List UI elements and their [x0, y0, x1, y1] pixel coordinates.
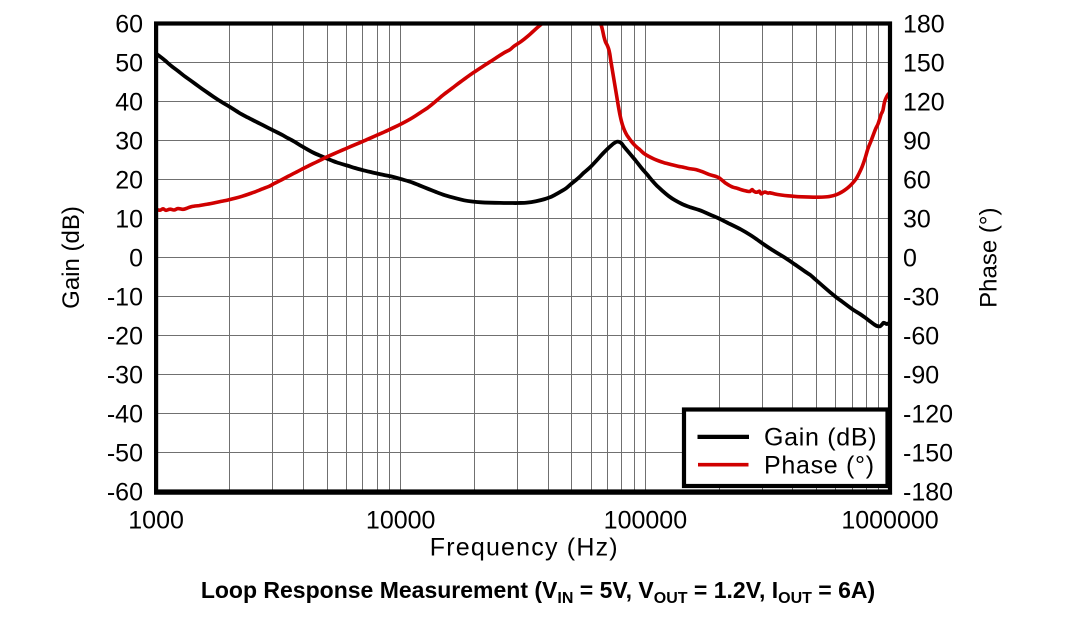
svg-text:Phase (°): Phase (°) [976, 208, 1003, 308]
svg-text:120: 120 [903, 89, 945, 117]
svg-text:Phase (°): Phase (°) [764, 452, 875, 480]
svg-text:-30: -30 [107, 362, 143, 390]
svg-text:Gain (dB): Gain (dB) [764, 424, 877, 452]
svg-text:20: 20 [115, 167, 143, 195]
svg-text:0: 0 [129, 245, 143, 273]
svg-text:0: 0 [903, 245, 917, 273]
svg-text:10: 10 [115, 206, 143, 234]
svg-text:-180: -180 [903, 479, 953, 507]
svg-text:30: 30 [115, 128, 143, 156]
svg-text:-30: -30 [903, 284, 939, 312]
svg-text:1000000: 1000000 [841, 507, 938, 535]
svg-text:Loop Response Measurement (VIN: Loop Response Measurement (VIN = 5V, VOU… [201, 577, 875, 607]
svg-text:-60: -60 [903, 323, 939, 351]
svg-text:Frequency (Hz): Frequency (Hz) [430, 534, 619, 562]
svg-text:40: 40 [115, 89, 143, 117]
svg-text:Gain (dB): Gain (dB) [58, 206, 85, 309]
svg-text:-150: -150 [903, 440, 953, 468]
svg-text:150: 150 [903, 50, 945, 78]
svg-text:60: 60 [115, 11, 143, 39]
svg-text:180: 180 [903, 11, 945, 39]
svg-text:-10: -10 [107, 284, 143, 312]
svg-text:-60: -60 [107, 479, 143, 507]
svg-text:-120: -120 [903, 401, 953, 429]
svg-text:90: 90 [903, 128, 931, 156]
svg-text:30: 30 [903, 206, 931, 234]
svg-text:1000: 1000 [128, 507, 184, 535]
svg-text:60: 60 [903, 167, 931, 195]
svg-text:-50: -50 [107, 440, 143, 468]
svg-text:50: 50 [115, 50, 143, 78]
svg-text:100000: 100000 [604, 507, 687, 535]
svg-text:10000: 10000 [366, 507, 436, 535]
svg-text:-20: -20 [107, 323, 143, 351]
svg-text:-40: -40 [107, 401, 143, 429]
svg-text:-90: -90 [903, 362, 939, 390]
